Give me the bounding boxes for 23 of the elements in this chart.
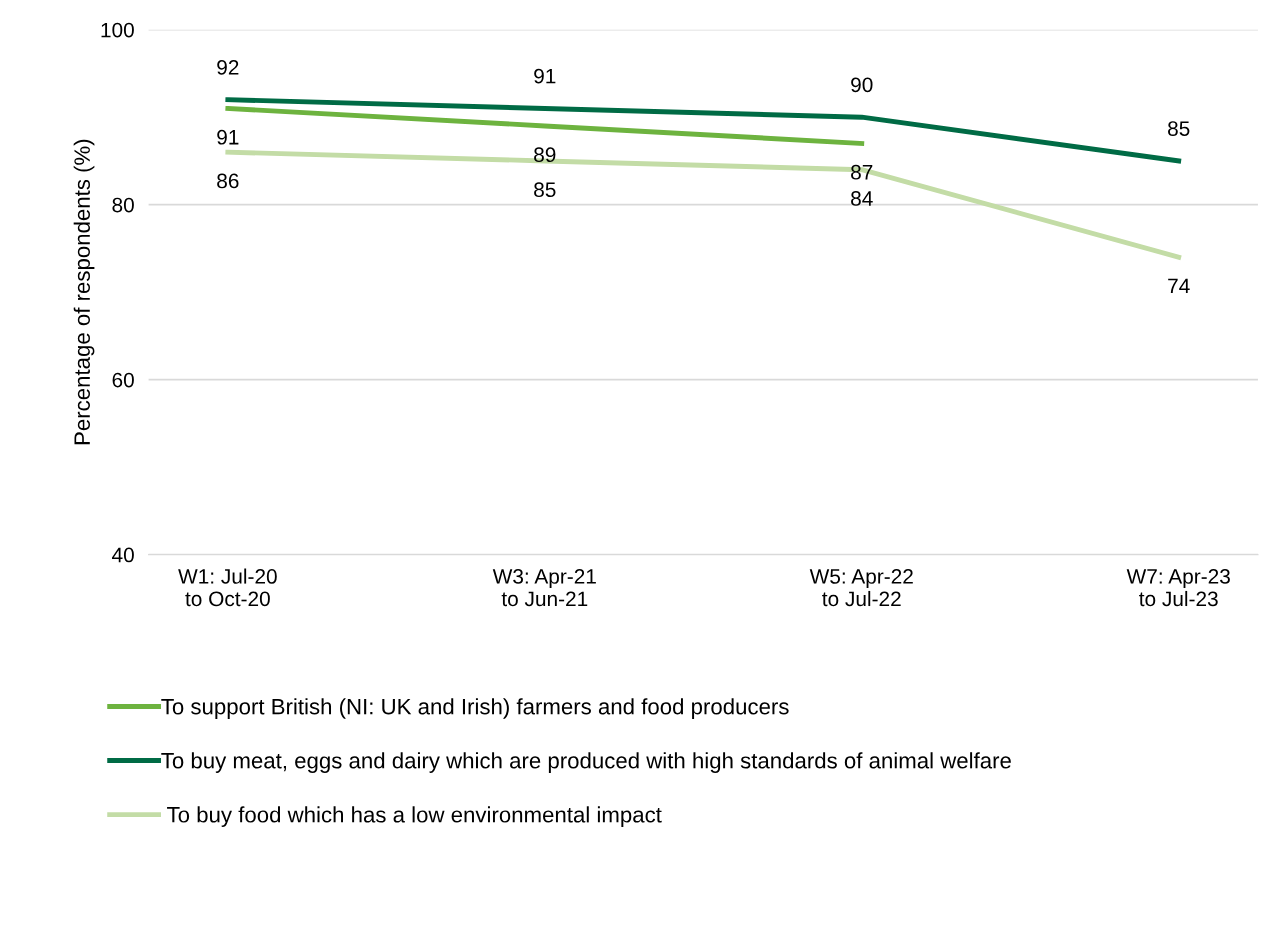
y-tick-label: 60 [112, 372, 134, 388]
y-tick-label: 40 [112, 547, 134, 563]
y-tick-label: 80 [112, 197, 134, 213]
data-label: 90 [851, 77, 873, 93]
data-label: 86 [217, 173, 239, 189]
data-label: 85 [534, 182, 556, 198]
legend-label: To buy food which has a low environmental impact [167, 806, 662, 827]
x-tick-label: W5: Apr-22 to Jul-22 [809, 569, 913, 607]
data-label: 74 [1168, 278, 1190, 294]
data-label: 92 [217, 60, 239, 75]
data-label: 91 [217, 129, 239, 145]
x-tick-label: W7: Apr-23 to Jul-23 [1126, 569, 1230, 607]
data-label: 89 [534, 147, 556, 163]
data-label: 84 [851, 191, 873, 206]
data-label: 91 [534, 68, 556, 84]
legend-label: To buy meat, eggs and dairy which are produced with high standards of animal welfare [161, 752, 1011, 773]
legend-label: To support British (NI: UK and Irish) farmers and food producers [161, 698, 789, 719]
data-label: 87 [851, 164, 873, 180]
x-tick-label: W3: Apr-21 to Jun-21 [492, 569, 596, 607]
y-tick-label: 100 [101, 22, 134, 38]
data-label: 85 [1168, 121, 1190, 136]
x-tick-label: W1: Jul-20 to Oct-20 [178, 568, 277, 607]
y-axis-title: Percentage of respondents (%) [73, 139, 95, 445]
